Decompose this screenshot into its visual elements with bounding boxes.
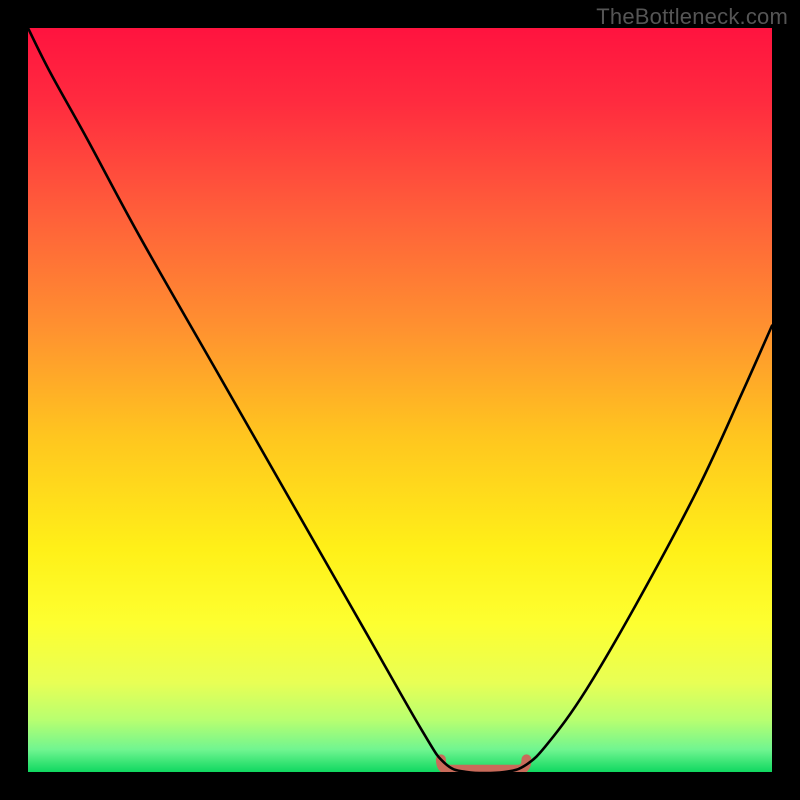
watermark-text: TheBottleneck.com — [596, 4, 788, 30]
gradient-background — [28, 28, 772, 772]
bottleneck-chart-container: TheBottleneck.com — [0, 0, 800, 800]
chart-svg — [0, 0, 800, 800]
